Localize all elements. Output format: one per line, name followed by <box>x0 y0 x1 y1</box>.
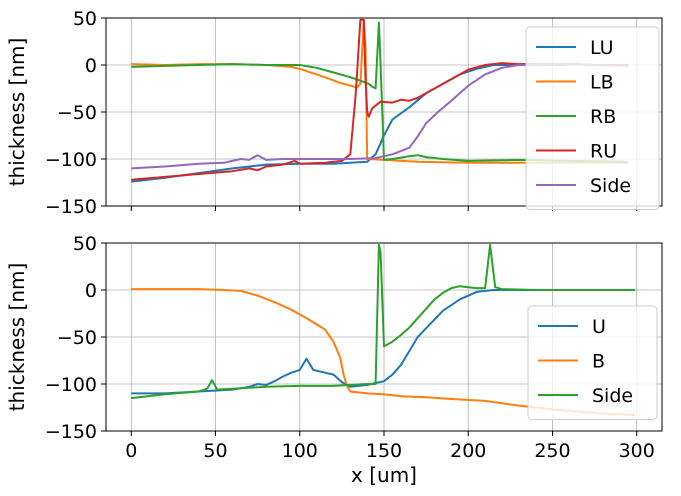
legend-label-rb: RB <box>590 106 616 128</box>
x-tick-label: 150 <box>366 440 402 462</box>
y-axis-label: thickness [nm] <box>5 38 29 187</box>
series-line-b <box>131 288 636 416</box>
series-line-side <box>131 63 629 170</box>
x-tick-label: 0 <box>125 440 137 462</box>
x-tick-label: 200 <box>450 440 486 462</box>
legend-label-lu: LU <box>590 37 614 59</box>
y-tick-label: −50 <box>57 327 97 349</box>
legend-box <box>527 305 658 420</box>
series-line-u <box>131 289 635 395</box>
legend-label-u: U <box>592 316 606 338</box>
top-panel: −150 −100 −50 0 50 thickness [nm] LU LB RB RU Side <box>5 8 663 218</box>
legend-label-lb: LB <box>590 72 614 94</box>
series-group <box>131 243 636 416</box>
y-tick-label: −100 <box>45 374 97 396</box>
y-axis-label: thickness [nm] <box>5 263 29 412</box>
x-tick-label: 250 <box>534 440 570 462</box>
y-tick-label: 0 <box>85 55 97 77</box>
series-line-side <box>131 243 635 400</box>
series-line-rb <box>131 21 629 163</box>
x-tick-label: 100 <box>282 440 318 462</box>
legend-box <box>525 26 660 210</box>
legend-label-b: B <box>592 351 605 373</box>
y-tick-label: −150 <box>45 196 97 218</box>
y-tick-label: −150 <box>45 421 97 443</box>
y-tick-label: 0 <box>85 280 97 302</box>
y-tick-label: 50 <box>73 233 97 255</box>
x-tick-label: 300 <box>619 440 655 462</box>
legend-label-side: Side <box>592 385 633 407</box>
x-axis-label: x [um] <box>351 463 417 487</box>
x-tick-label: 50 <box>203 440 227 462</box>
bottom-panel: 0 50 100 150 200 250 300 −150 −100 −50 0 50 thicknes… <box>5 233 663 487</box>
legend-label-side: Side <box>590 175 631 197</box>
legend-label-ru: RU <box>590 141 617 163</box>
y-tick-label: −100 <box>45 149 97 171</box>
y-tick-label: 50 <box>73 8 97 30</box>
y-tick-label: −50 <box>57 102 97 124</box>
series-line-ru <box>131 18 629 181</box>
